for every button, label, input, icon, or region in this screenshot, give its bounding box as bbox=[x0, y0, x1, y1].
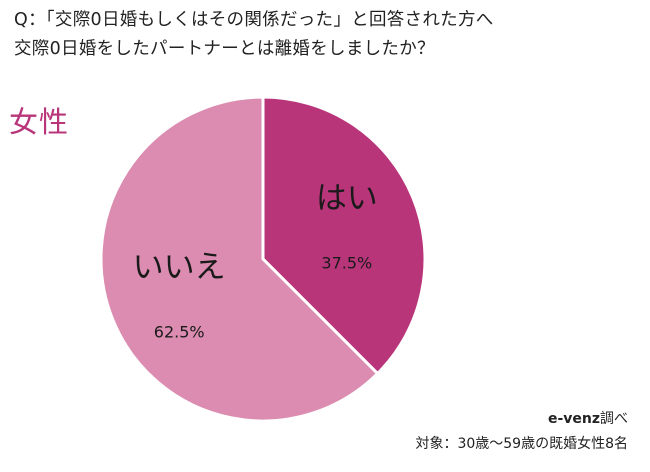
source-credit: e-venz調べ bbox=[548, 408, 628, 428]
question-text: Q：「交際0日婚もしくはその関係だった」と回答された方へ 交際0日婚をしたパート… bbox=[14, 6, 494, 64]
question-line-1: Q：「交際0日婚もしくはその関係だった」と回答された方へ bbox=[14, 10, 494, 30]
survey-target: 対象：30歳〜59歳の既婚女性8名 bbox=[415, 436, 628, 452]
pie-slice-no bbox=[99, 95, 380, 423]
slice-label-no: いいえ bbox=[133, 250, 226, 286]
pie-slice-yes bbox=[261, 95, 427, 376]
question-line-2: 交際0日婚をしたパートナーとは離婚をしましたか？ bbox=[14, 39, 435, 59]
slice-value-yes: 37.5% bbox=[321, 253, 372, 272]
category-label: 女性 bbox=[9, 105, 70, 139]
source-brand: e-venz bbox=[547, 411, 600, 427]
slice-label-yes: はい bbox=[316, 180, 378, 216]
source-suffix: 調べ bbox=[600, 411, 628, 427]
slice-value-no: 62.5% bbox=[154, 323, 205, 342]
